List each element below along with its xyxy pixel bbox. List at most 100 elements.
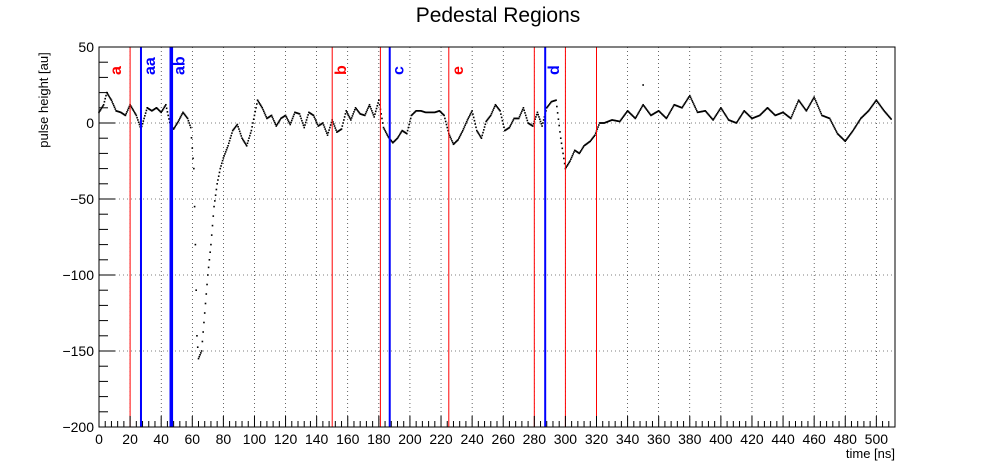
data-point — [592, 136, 595, 138]
data-point — [642, 84, 644, 86]
data-point — [538, 116, 540, 118]
data-point — [130, 105, 132, 107]
data-point — [856, 123, 858, 126]
data-point — [287, 119, 289, 121]
data-point — [459, 134, 462, 136]
data-point — [354, 107, 357, 109]
data-point — [109, 96, 111, 99]
data-point — [203, 321, 205, 324]
data-point — [293, 113, 295, 116]
data-point — [690, 98, 693, 100]
data-point — [484, 123, 487, 126]
data-point — [671, 108, 673, 110]
data-point — [579, 151, 581, 153]
y-axis-title: pulse height [au] — [36, 52, 51, 147]
data-point — [542, 122, 544, 124]
data-point — [443, 114, 445, 117]
region-label: aa — [142, 57, 159, 75]
region-label: b — [333, 65, 350, 75]
data-point — [720, 107, 722, 109]
data-point — [859, 118, 861, 121]
data-point — [347, 114, 350, 117]
data-point — [244, 142, 246, 145]
data-point — [217, 179, 219, 181]
y-tick-label: −100 — [62, 267, 94, 283]
data-point — [143, 117, 145, 120]
data-point — [790, 117, 792, 120]
data-point — [718, 109, 721, 112]
data-point — [561, 147, 564, 150]
data-point — [162, 107, 165, 110]
data-point — [883, 110, 885, 112]
data-point — [351, 115, 354, 117]
data-point — [813, 96, 815, 98]
data-point — [710, 117, 713, 119]
data-point — [793, 110, 795, 112]
data-point — [464, 124, 466, 127]
data-point — [510, 123, 512, 126]
data-point — [496, 107, 499, 109]
data-point — [200, 352, 202, 354]
data-point — [815, 101, 818, 104]
data-point — [803, 106, 805, 109]
data-point — [374, 113, 376, 115]
data-point — [461, 129, 464, 132]
data-point — [194, 243, 197, 246]
data-point — [854, 126, 857, 128]
data-point — [538, 118, 541, 120]
data-point — [802, 105, 805, 108]
data-point — [684, 102, 686, 104]
data-point — [555, 99, 557, 101]
data-point — [273, 119, 275, 122]
data-point — [502, 123, 505, 125]
region-label: a — [108, 66, 125, 75]
data-point — [705, 110, 707, 113]
data-point — [712, 119, 714, 121]
data-point — [498, 109, 501, 111]
data-point — [316, 123, 319, 126]
data-point — [884, 111, 887, 114]
data-point — [447, 129, 449, 132]
data-point — [714, 115, 717, 118]
data-point — [353, 109, 356, 111]
data-point — [290, 119, 293, 122]
data-point — [619, 120, 621, 123]
data-point — [849, 132, 852, 135]
x-tick-label: 340 — [616, 431, 640, 447]
data-point — [263, 112, 266, 114]
data-point — [522, 107, 525, 109]
data-point — [356, 109, 358, 111]
data-point — [231, 132, 233, 134]
data-point — [196, 346, 199, 348]
data-point — [478, 133, 480, 136]
data-point — [409, 117, 412, 120]
data-point — [328, 129, 330, 131]
x-tick-label: 360 — [647, 431, 671, 447]
data-point — [111, 101, 114, 103]
data-point — [128, 105, 131, 108]
data-point — [711, 118, 714, 120]
data-point — [465, 120, 468, 123]
data-point — [688, 96, 690, 98]
data-point — [458, 137, 460, 139]
data-point — [689, 96, 692, 99]
data-point — [845, 139, 847, 141]
data-point — [193, 167, 195, 170]
data-point — [228, 139, 231, 142]
data-point — [509, 125, 512, 127]
data-point — [556, 105, 558, 108]
data-point — [641, 105, 644, 107]
data-point — [562, 152, 564, 155]
data-point — [204, 302, 207, 305]
data-point — [366, 109, 368, 111]
x-tick-label: 500 — [865, 431, 889, 447]
data-point — [590, 139, 592, 142]
data-point — [164, 105, 166, 107]
data-point — [735, 122, 738, 124]
data-point — [396, 137, 399, 139]
data-point — [279, 118, 281, 121]
data-point — [215, 188, 218, 191]
data-point — [106, 93, 109, 95]
data-point — [708, 114, 711, 117]
data-point — [275, 125, 278, 127]
